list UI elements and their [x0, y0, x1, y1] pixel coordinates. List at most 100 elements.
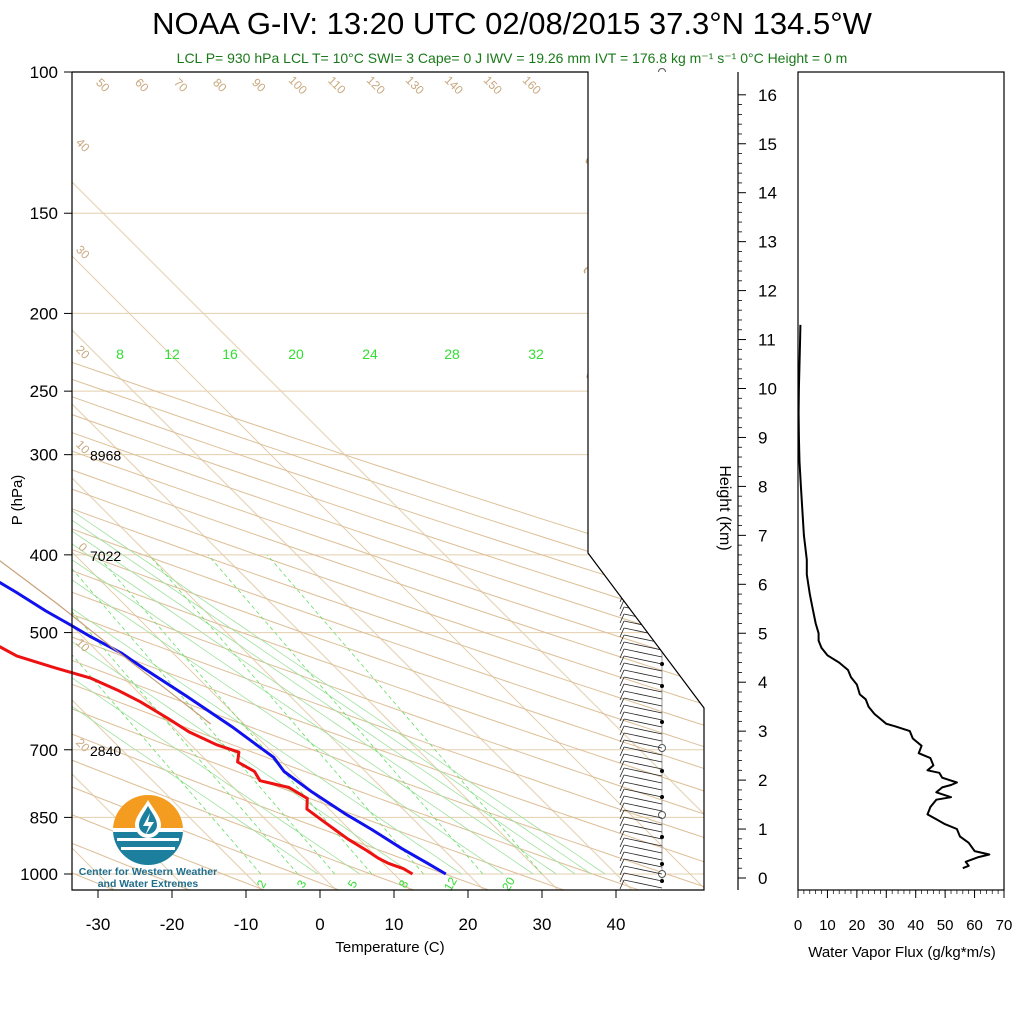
- wind-barb: [623, 851, 663, 861]
- pressure-tick-label: 150: [30, 204, 58, 223]
- wind-barb-flag: [619, 788, 625, 799]
- dry-adiabat: [72, 733, 491, 890]
- height-axis-label: Height (Km): [716, 465, 733, 550]
- wind-barb-flag: [619, 823, 625, 834]
- flux-tick-label: 60: [966, 917, 983, 934]
- wind-barb-flag: [619, 725, 625, 736]
- cw3e-logo: [113, 795, 183, 865]
- wind-barb: [623, 844, 663, 854]
- wind-barb: [623, 802, 663, 812]
- wind-barb-flag: [619, 760, 625, 771]
- level-ring: [658, 811, 666, 819]
- temperature-tick-label: 0: [315, 915, 324, 934]
- level-dot: [660, 720, 664, 724]
- temperature-tick-label: -20: [160, 915, 185, 934]
- logo-line-2: and Water Extremes: [97, 878, 199, 890]
- isotherm-line: [72, 255, 704, 889]
- dry-adiabat: [72, 613, 704, 839]
- skew-t-grid-lines: [72, 72, 704, 890]
- moist-adiabat-dashed: [266, 554, 543, 875]
- wind-barb-flag: [619, 830, 625, 841]
- wind-barb-flag: [619, 641, 625, 652]
- logo-line-1: Center for Western Weather: [78, 866, 218, 878]
- height-tick-label: 12: [758, 282, 777, 301]
- mixing-ratio-line: [72, 559, 534, 875]
- height-tick-label: 8: [758, 477, 767, 496]
- wind-barb: [623, 655, 663, 665]
- moist-adiabat-dashed: [72, 654, 262, 875]
- sounding-line-tan: [0, 560, 212, 725]
- wind-barb-flag: [619, 697, 625, 708]
- wind-barb-flag: [619, 879, 625, 890]
- wind-barb-flag: [619, 711, 625, 722]
- wind-barb: [623, 662, 663, 672]
- pressure-tick-label: 1000: [20, 865, 58, 884]
- dry-adiabat: [72, 786, 341, 890]
- mixing-ratio-bottom-label: 20: [499, 874, 518, 893]
- mixing-ratio-line: [72, 519, 592, 875]
- wind-barb-flag: [619, 872, 625, 883]
- moist-adiabat-dashed: [148, 554, 424, 875]
- wind-barb: [623, 830, 663, 840]
- dry-adiabat: [72, 528, 704, 748]
- wind-barb: [623, 711, 663, 721]
- isotherm-line: [72, 403, 559, 890]
- wind-barb-flag: [619, 648, 625, 659]
- flux-frame: [797, 71, 1005, 891]
- wind-barb-flag: [619, 844, 625, 855]
- height-tick-label: 10: [758, 380, 777, 399]
- mixing-ratio-line: [72, 641, 413, 875]
- wind-barb: [623, 697, 663, 707]
- skew-t-border: [71, 71, 705, 891]
- height-tick-label: 14: [758, 184, 777, 203]
- wind-barb: [623, 865, 663, 875]
- wind-barb-flag: [619, 718, 625, 729]
- flux-series: [797, 324, 991, 870]
- mixing-ratio-line: [72, 579, 504, 875]
- wind-barb: [623, 669, 663, 679]
- dry-adiabat: [72, 570, 704, 792]
- wind-barb: [623, 718, 663, 728]
- mixing-ratio-top-label: 28: [444, 346, 460, 362]
- height-tick-label: 13: [758, 233, 777, 252]
- wind-barb-flag: [619, 795, 625, 806]
- height-tick-label: 4: [758, 673, 767, 692]
- temperature-tick-label: -30: [86, 915, 111, 934]
- pressure-tick-label: 500: [30, 624, 58, 643]
- wind-barb-flag: [619, 851, 625, 862]
- flux-tick-label: 50: [937, 917, 954, 934]
- wind-barb-flag: [619, 669, 625, 680]
- logo-caption: Center for Western Weather and Water Ext…: [72, 866, 224, 890]
- flux-line: [797, 324, 991, 870]
- moist-adiabat-dashed: [96, 554, 373, 875]
- pressure-tick-label: 250: [30, 382, 58, 401]
- wind-barb: [623, 767, 663, 777]
- temperature-tick-label: 10: [385, 915, 404, 934]
- pressure-tick-label: 850: [30, 808, 58, 827]
- height-tick-label: 1: [758, 820, 767, 839]
- wind-barb-flag: [619, 627, 625, 638]
- wind-barb: [623, 704, 663, 714]
- wind-barb: [623, 872, 663, 882]
- wind-barb-flag: [619, 704, 625, 715]
- wind-barb-flag: [619, 858, 625, 869]
- mixing-ratio-top-label: 32: [528, 346, 544, 362]
- sounding-line-red: [0, 645, 414, 876]
- wind-barb: [623, 753, 663, 763]
- sounding-line-blue: [0, 580, 447, 876]
- flux-tick-label: 10: [819, 917, 836, 934]
- mixing-ratio-top-label: 12: [164, 346, 180, 362]
- height-tick-label: 16: [758, 86, 777, 105]
- skew-t-series: [0, 560, 447, 876]
- wind-barb-flag: [619, 676, 625, 687]
- skew-t-mask: [588, 72, 704, 708]
- wind-barb-flag: [619, 620, 625, 631]
- temperature-tick-label: 40: [607, 915, 626, 934]
- pressure-axis-label: P (hPa): [9, 475, 26, 526]
- dry-adiabat: [72, 659, 704, 888]
- skew-t-background-grid: 50 60 70 80 90 100 110 120 130 140 150 160403020100…: [72, 72, 704, 893]
- wind-barb: [623, 879, 663, 889]
- height-tick-label: 11: [758, 331, 776, 350]
